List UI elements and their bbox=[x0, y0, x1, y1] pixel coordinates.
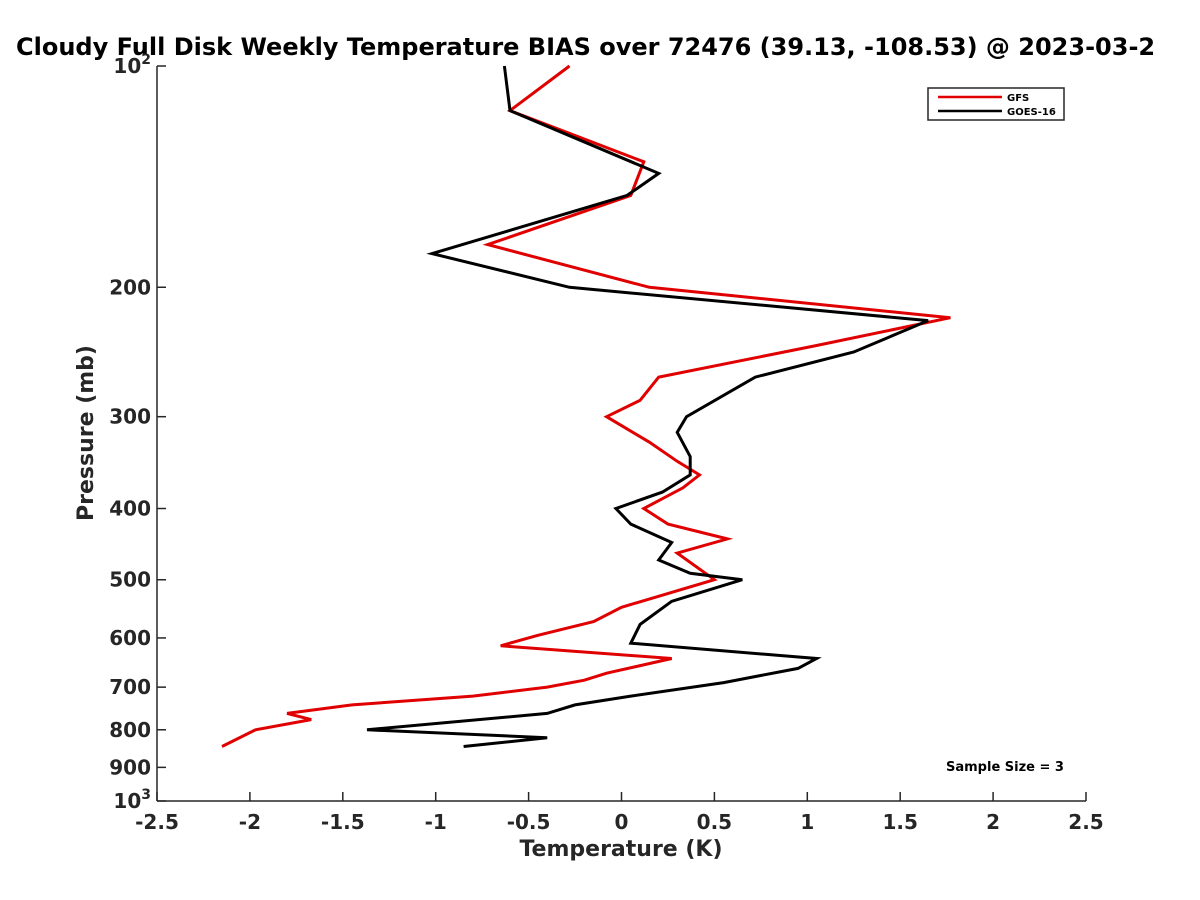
plot-area bbox=[157, 66, 1086, 801]
x-ticks: -2.5 -2 -1.5 -1 -0.5 0 0.5 1 1.5 2 2.5 bbox=[135, 792, 1104, 834]
y-tick-label: 500 bbox=[109, 568, 151, 592]
y-tick-label: 600 bbox=[109, 626, 151, 650]
x-tick-label: -1.5 bbox=[321, 810, 365, 834]
x-tick-label: 0.5 bbox=[697, 810, 732, 834]
x-tick-label: 0 bbox=[615, 810, 629, 834]
y-tick-exponent: 3 bbox=[141, 787, 151, 803]
legend-box bbox=[927, 87, 1065, 121]
x-tick-label: -2.5 bbox=[135, 810, 179, 834]
sample-size-note: Sample Size = 3 bbox=[946, 760, 1064, 775]
x-tick-label: -2 bbox=[239, 810, 261, 834]
y-tick-label: 700 bbox=[109, 675, 151, 699]
y-tick-base: 10 bbox=[113, 789, 141, 813]
legend-label-gfs: GFS bbox=[1007, 93, 1029, 104]
x-tick-label: 1 bbox=[800, 810, 814, 834]
x-tick-label: -0.5 bbox=[507, 810, 551, 834]
legend: GFS GOES-16 bbox=[927, 87, 1065, 121]
legend-label-goes16: GOES-16 bbox=[1007, 107, 1056, 118]
x-tick-label: 2.5 bbox=[1068, 810, 1103, 834]
y-tick-label: 900 bbox=[109, 755, 151, 779]
x-tick-label: 2 bbox=[986, 810, 1000, 834]
y-tick-label: 103 bbox=[113, 787, 151, 813]
y-tick-label: 200 bbox=[109, 275, 151, 299]
x-tick-label: -1 bbox=[425, 810, 447, 834]
series-line-gfs bbox=[221, 64, 951, 748]
y-tick-label: 800 bbox=[109, 718, 151, 742]
y-tick-label: 300 bbox=[109, 405, 151, 429]
series-line-goes16 bbox=[366, 65, 929, 748]
chart-title: Cloudy Full Disk Weekly Temperature BIAS… bbox=[16, 33, 1155, 61]
y-axis-label: Pressure (mb) bbox=[74, 345, 99, 521]
series-layer bbox=[221, 64, 951, 748]
y-tick-label: 400 bbox=[109, 497, 151, 521]
x-axis-label: Temperature (K) bbox=[519, 837, 722, 862]
x-tick-label: 1.5 bbox=[882, 810, 917, 834]
y-tick-exponent: 2 bbox=[141, 52, 151, 68]
y-tick-base: 10 bbox=[113, 54, 141, 78]
y-tick-label: 102 bbox=[113, 52, 151, 78]
